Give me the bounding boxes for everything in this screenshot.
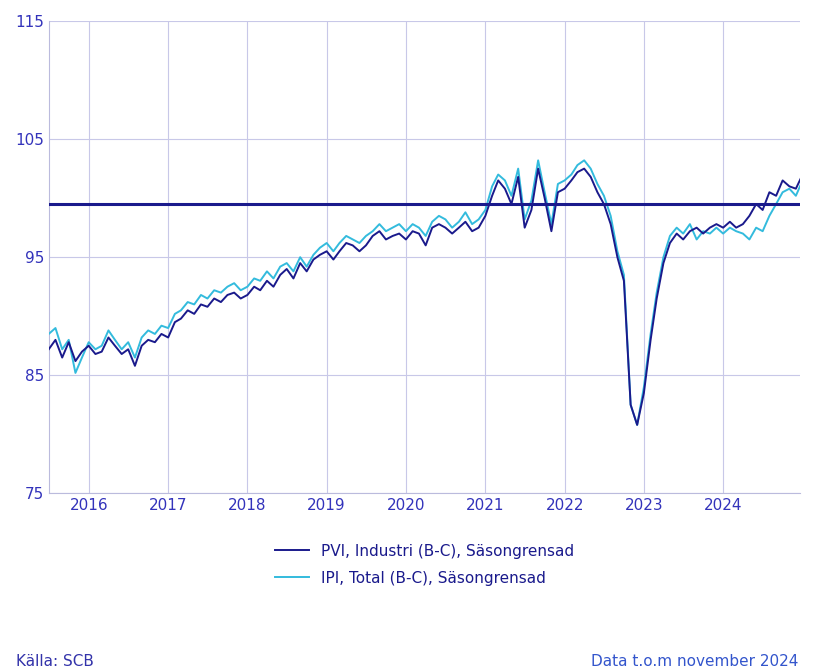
Text: Källa: SCB: Källa: SCB: [16, 654, 95, 669]
Legend: PVI, Industri (B-C), Säsongrensad, IPI, Total (B-C), Säsongrensad: PVI, Industri (B-C), Säsongrensad, IPI, …: [275, 544, 574, 586]
Line: PVI, Industri (B-C), Säsongrensad: PVI, Industri (B-C), Säsongrensad: [49, 136, 815, 425]
Line: IPI, Total (B-C), Säsongrensad: IPI, Total (B-C), Säsongrensad: [49, 97, 815, 425]
Text: Data t.o.m november 2024: Data t.o.m november 2024: [592, 654, 799, 669]
